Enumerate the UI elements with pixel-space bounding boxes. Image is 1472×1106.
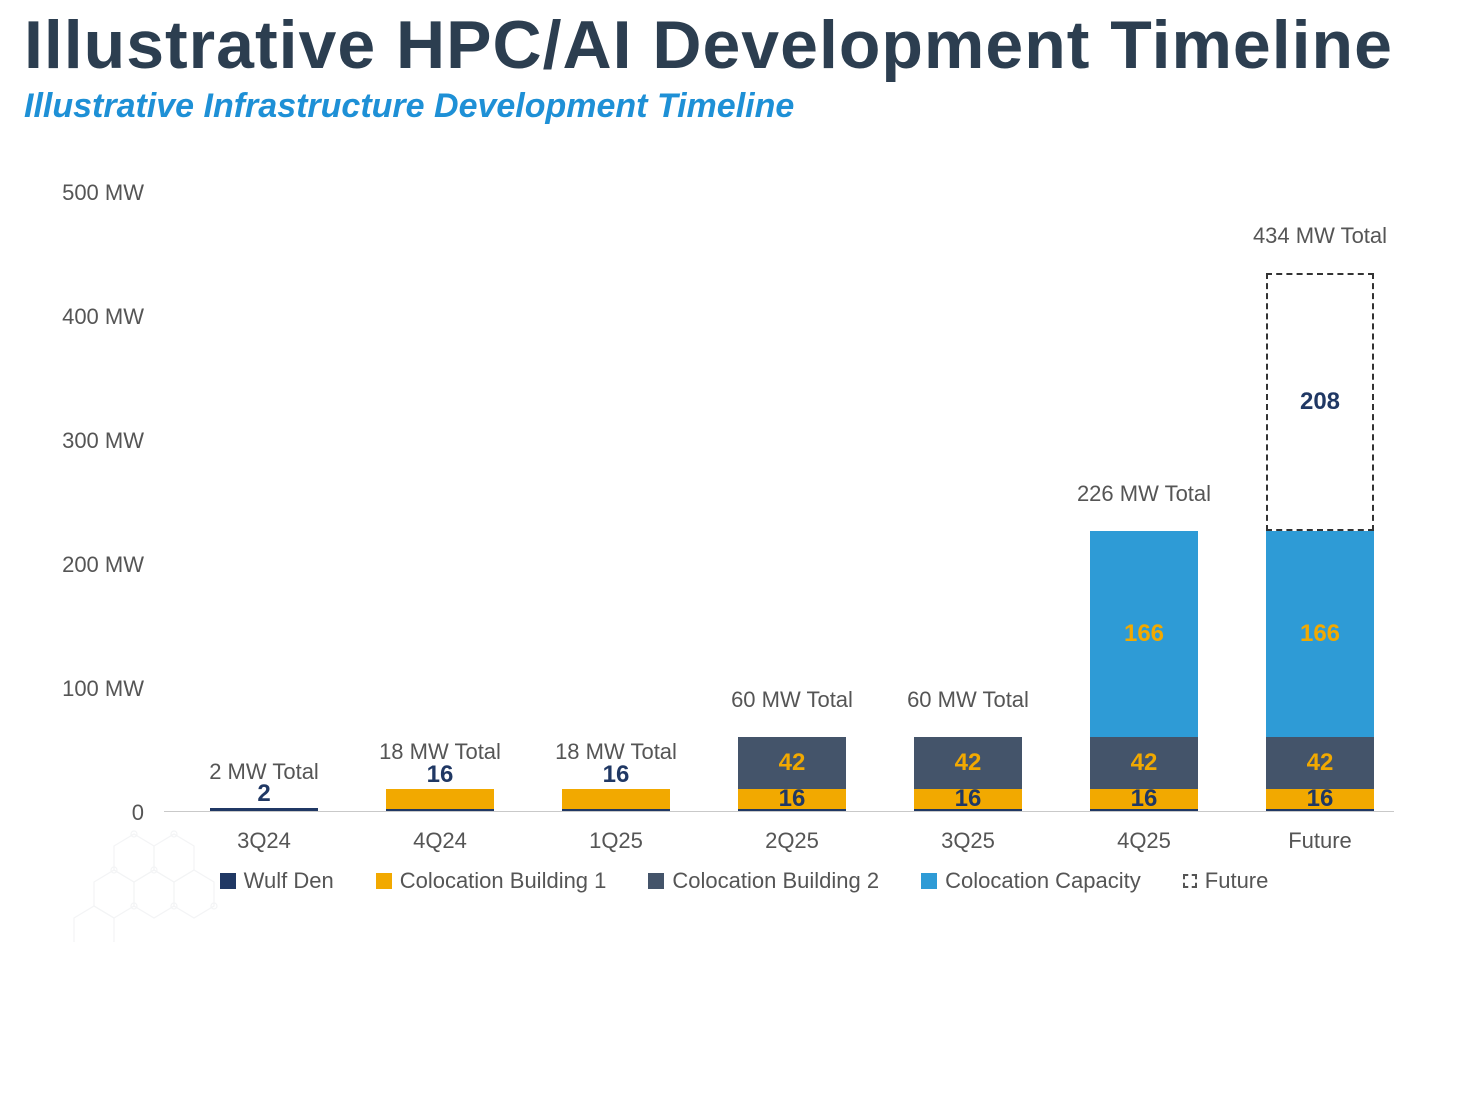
chart-container: 500 MW 400 MW 300 MW 200 MW 100 MW 0 2 2 MW To… bbox=[54, 162, 1434, 942]
legend-swatch bbox=[1183, 874, 1197, 888]
bar-segment: 16 bbox=[562, 789, 670, 809]
bar-segment: 2 bbox=[210, 808, 318, 811]
legend-label: Colocation Capacity bbox=[945, 868, 1141, 894]
legend-label: Colocation Building 1 bbox=[400, 868, 607, 894]
bar-segment: 42 bbox=[1090, 737, 1198, 789]
chart-legend: Wulf Den Colocation Building 1 Colocation … bbox=[54, 868, 1434, 894]
legend-swatch bbox=[921, 873, 937, 889]
legend-item: Colocation Building 2 bbox=[648, 868, 879, 894]
legend-item: Future bbox=[1183, 868, 1269, 894]
bar-total-label: 18 MW Total bbox=[555, 739, 677, 765]
segment-value-label: 166 bbox=[1124, 620, 1164, 648]
x-axis-label: 3Q25 bbox=[941, 828, 995, 854]
segment-value-label: 42 bbox=[779, 749, 806, 777]
bar-segment: 16 bbox=[386, 789, 494, 809]
y-axis-label: 400 MW bbox=[54, 304, 144, 330]
bar-segment: 16 bbox=[914, 789, 1022, 809]
bar-segment: 16 bbox=[1266, 789, 1374, 809]
bar-segment: 42 bbox=[914, 737, 1022, 789]
legend-item: Wulf Den bbox=[220, 868, 334, 894]
x-axis-label: 3Q24 bbox=[237, 828, 291, 854]
segment-value-label: 42 bbox=[1307, 749, 1334, 777]
legend-swatch bbox=[376, 873, 392, 889]
legend-swatch bbox=[220, 873, 236, 889]
legend-label: Wulf Den bbox=[244, 868, 334, 894]
x-axis-label: 4Q24 bbox=[413, 828, 467, 854]
bar-total-label: 434 MW Total bbox=[1253, 223, 1387, 249]
segment-value-label: 16 bbox=[955, 785, 982, 813]
segment-value-label: 42 bbox=[955, 749, 982, 777]
segment-value-label: 16 bbox=[386, 761, 494, 789]
legend-item: Colocation Capacity bbox=[921, 868, 1141, 894]
segment-value-label: 16 bbox=[1131, 785, 1158, 813]
y-axis-label: 300 MW bbox=[54, 428, 144, 454]
slide-page: Illustrative HPC/AI Development Timeline… bbox=[0, 0, 1472, 1106]
bar-total-label: 226 MW Total bbox=[1077, 481, 1211, 507]
segment-value-label: 42 bbox=[1131, 749, 1158, 777]
bar-total-label: 60 MW Total bbox=[907, 687, 1029, 713]
bar-segment: 16 bbox=[1090, 789, 1198, 809]
y-axis-label: 100 MW bbox=[54, 676, 144, 702]
x-axis-label: 2Q25 bbox=[765, 828, 819, 854]
stacked-bar-chart: 500 MW 400 MW 300 MW 200 MW 100 MW 0 2 2 MW To… bbox=[54, 162, 1434, 942]
page-title: Illustrative HPC/AI Development Timeline bbox=[24, 10, 1448, 81]
bar-segment: 16 bbox=[738, 789, 846, 809]
bar-total-label: 18 MW Total bbox=[379, 739, 501, 765]
legend-swatch bbox=[648, 873, 664, 889]
legend-label: Colocation Building 2 bbox=[672, 868, 879, 894]
y-axis-label: 500 MW bbox=[54, 180, 144, 206]
segment-value-label: 166 bbox=[1300, 620, 1340, 648]
y-axis-label: 0 bbox=[54, 800, 144, 826]
x-axis-label: 1Q25 bbox=[589, 828, 643, 854]
bar-segment: 42 bbox=[1266, 737, 1374, 789]
segment-value-label: 16 bbox=[1307, 785, 1334, 813]
legend-item: Colocation Building 1 bbox=[376, 868, 607, 894]
plot-area: 22 MW Total1618 MW Total1618 MW Total164… bbox=[164, 192, 1394, 812]
bar-segment: 166 bbox=[1266, 531, 1374, 737]
x-axis-label: Future bbox=[1288, 828, 1352, 854]
y-axis-label: 200 MW bbox=[54, 552, 144, 578]
segment-value-label: 16 bbox=[779, 785, 806, 813]
bar-segment: 208 bbox=[1266, 273, 1374, 531]
segment-value-label: 16 bbox=[562, 761, 670, 789]
bar-total-label: 60 MW Total bbox=[731, 687, 853, 713]
page-subtitle: Illustrative Infrastructure Development … bbox=[24, 87, 1448, 126]
bar-segment: 166 bbox=[1090, 531, 1198, 737]
bar-segment: 42 bbox=[738, 737, 846, 789]
bar-total-label: 2 MW Total bbox=[209, 759, 319, 785]
x-axis-label: 4Q25 bbox=[1117, 828, 1171, 854]
segment-value-label: 208 bbox=[1300, 388, 1340, 416]
legend-label: Future bbox=[1205, 868, 1269, 894]
